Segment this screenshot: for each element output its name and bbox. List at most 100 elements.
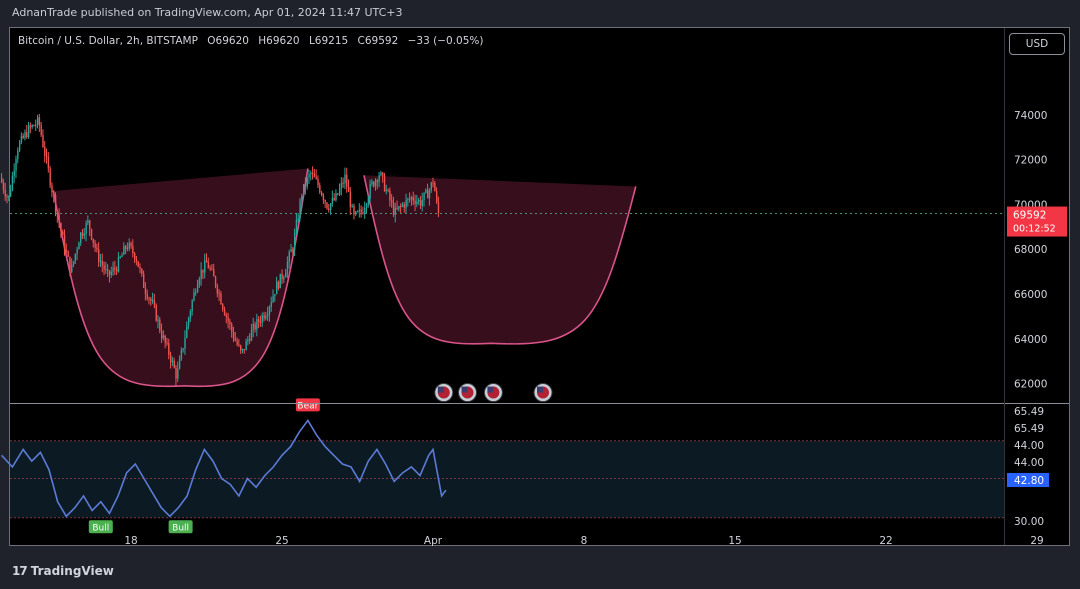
candle-body xyxy=(103,265,105,270)
candle-body xyxy=(94,242,96,248)
candle-body xyxy=(74,253,77,262)
candle-body xyxy=(18,142,21,151)
candle-body xyxy=(157,319,159,321)
signal-box xyxy=(88,520,113,534)
candle-body xyxy=(247,339,249,342)
symbol-title: Bitcoin / U.S. Dollar, 2h, BITSTAMP xyxy=(18,35,198,47)
candle-body xyxy=(340,182,343,189)
candle-body xyxy=(256,319,258,330)
ohlc-open: O69620 xyxy=(207,35,249,47)
candle-body xyxy=(31,125,33,128)
candle-body xyxy=(225,315,228,317)
candle-body xyxy=(216,285,219,294)
candle-body xyxy=(232,331,235,339)
candle-body xyxy=(347,187,350,193)
candle-body xyxy=(272,295,274,303)
candle-body xyxy=(205,260,208,263)
candle-body xyxy=(112,267,114,272)
candle-body xyxy=(270,302,273,307)
candle-body xyxy=(391,200,393,203)
candle-body xyxy=(250,329,253,341)
candle-body xyxy=(99,261,102,263)
candle-body xyxy=(355,211,357,215)
time-tick-label: 29 xyxy=(1030,535,1043,547)
event-flag-canton xyxy=(437,386,444,393)
candle-body xyxy=(171,360,174,363)
candle-body xyxy=(283,277,285,280)
candle-body xyxy=(401,204,404,207)
candle-body xyxy=(432,182,434,184)
candle-body xyxy=(187,317,190,326)
signal-bull-label: Bull xyxy=(168,520,193,534)
candle-body xyxy=(53,192,55,196)
time-tick-label: 15 xyxy=(728,535,741,547)
candle-body xyxy=(382,172,384,177)
tradingview-logo[interactable]: 17 TradingView xyxy=(12,564,114,578)
osc-tick-label: 65.49 xyxy=(1014,423,1044,435)
candle-body xyxy=(116,269,118,272)
candle-body xyxy=(89,220,91,230)
candle-body xyxy=(114,267,116,270)
candle-body xyxy=(20,135,23,143)
candle-body xyxy=(320,192,323,196)
candle-body xyxy=(108,270,111,275)
time-tick-label: Apr xyxy=(424,535,443,547)
candle-body xyxy=(168,343,170,355)
candle-body xyxy=(295,220,298,234)
candle-body xyxy=(310,172,312,175)
time-tick-label: 18 xyxy=(124,535,137,547)
candle-body xyxy=(96,247,98,250)
candle-body xyxy=(173,360,175,368)
candle-body xyxy=(329,203,332,211)
osc-tick-label: 44.00 xyxy=(1014,440,1044,452)
oscillator-layer: Bull Bull Bear xyxy=(0,398,1005,534)
candle-body xyxy=(394,207,397,215)
candle-body xyxy=(277,281,280,289)
candle-body xyxy=(146,293,148,299)
publish-caption: AdnanTrade published on TradingView.com,… xyxy=(12,6,403,19)
candle-body xyxy=(132,246,134,254)
candle-body xyxy=(137,261,139,267)
candle-body xyxy=(308,174,310,178)
candle-body xyxy=(311,172,314,174)
candle-body xyxy=(385,189,388,191)
candle-body xyxy=(376,180,379,182)
candle-body xyxy=(220,293,222,305)
time-tick-label: 25 xyxy=(275,535,288,547)
candle-body xyxy=(80,232,82,243)
candle-body xyxy=(383,176,386,191)
tv-logo-icon: 17 xyxy=(12,564,28,578)
candle-body xyxy=(27,125,30,137)
candle-body xyxy=(17,150,19,160)
candle-body xyxy=(45,155,48,157)
candle-body xyxy=(26,132,28,137)
candle-body xyxy=(40,125,42,136)
candle-body xyxy=(218,293,220,295)
candle-body xyxy=(274,294,276,296)
candle-body xyxy=(245,341,247,351)
candle-body xyxy=(83,233,86,236)
candle-body xyxy=(342,182,344,184)
candle-body xyxy=(35,124,37,126)
price-tick-label: 74000 xyxy=(1014,110,1047,122)
time-tick-label: 22 xyxy=(879,535,892,547)
candle-body xyxy=(351,205,353,208)
candle-body xyxy=(117,257,120,272)
candle-body xyxy=(8,196,10,198)
candle-body xyxy=(81,232,84,236)
time-tick-label: 8 xyxy=(581,535,588,547)
candle-body xyxy=(58,215,60,224)
osc-tick-label: 44.00 xyxy=(1014,457,1044,469)
candle-body xyxy=(306,177,308,187)
currency-button[interactable]: USD xyxy=(1009,33,1065,55)
candle-body xyxy=(392,202,395,215)
signal-text: Bull xyxy=(172,523,189,533)
candle-body xyxy=(243,349,246,351)
candle-body xyxy=(76,249,78,254)
candle-body xyxy=(369,184,371,198)
candle-body xyxy=(202,269,204,273)
event-flag-canton xyxy=(487,386,494,393)
candle-body xyxy=(105,269,107,271)
candle-body xyxy=(249,339,251,341)
